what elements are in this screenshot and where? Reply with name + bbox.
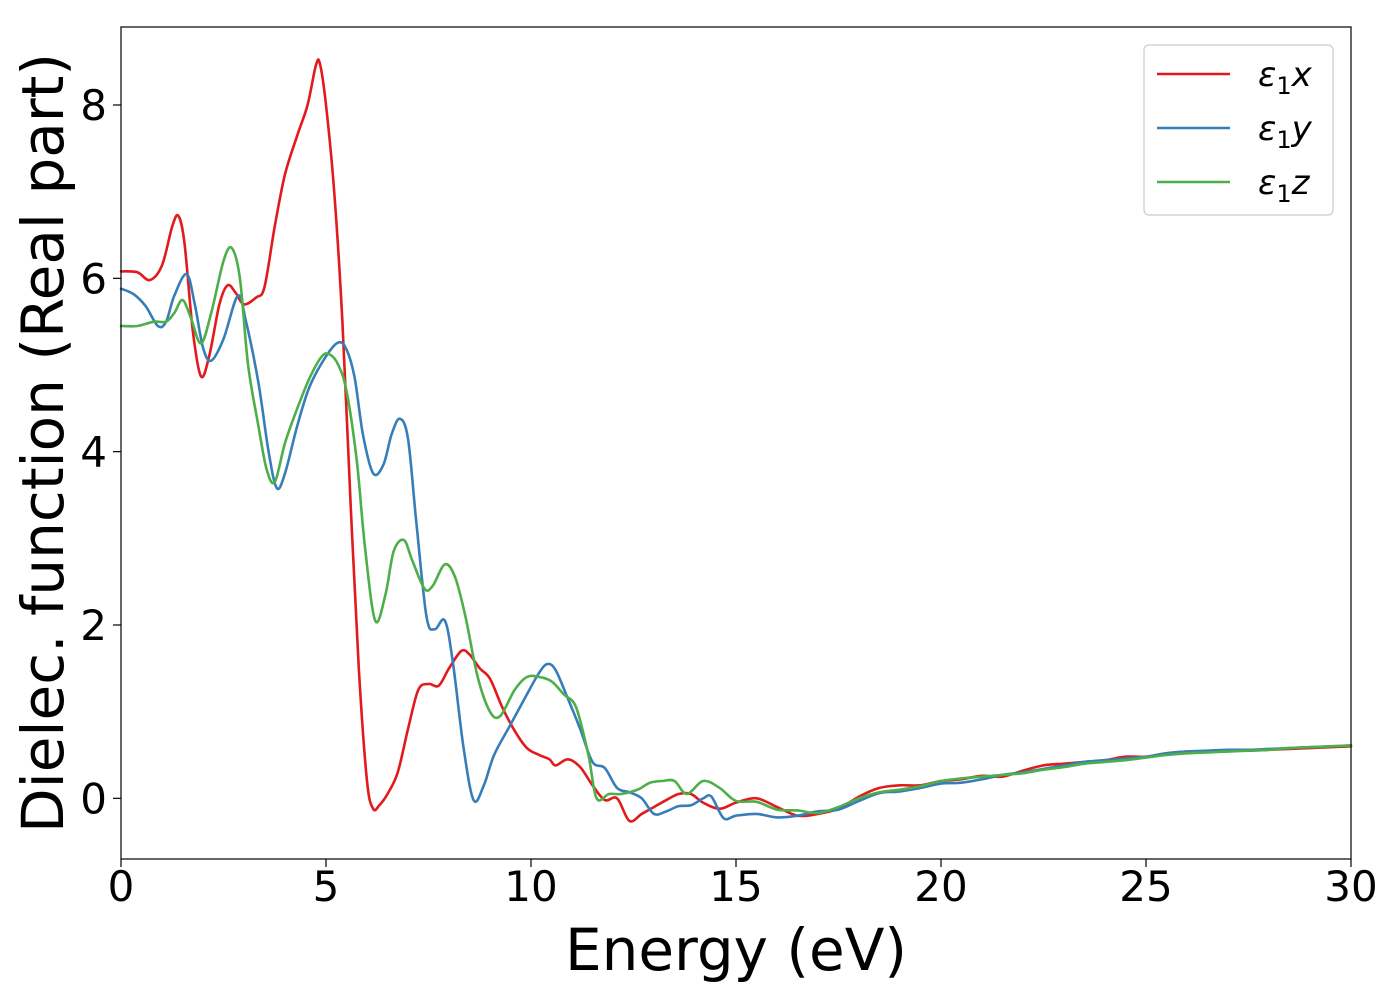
x-tick-label: 15 xyxy=(709,862,762,911)
x-axis-label: Energy (eV) xyxy=(565,916,907,984)
y-tick-label: 6 xyxy=(80,254,107,303)
legend-label-y: ε1y xyxy=(1258,109,1313,154)
y-tick-label: 4 xyxy=(80,428,107,477)
ticks-layer: 0 5 10 15 20 25 30 0 2 4 6 8 xyxy=(80,81,1377,911)
series-line-z xyxy=(119,245,1353,815)
y-tick-label: 8 xyxy=(80,81,107,130)
series-line-y xyxy=(119,272,1353,821)
series-line-x xyxy=(119,58,1353,823)
y-tick-label: 0 xyxy=(80,774,107,823)
series-layer xyxy=(119,58,1353,823)
legend-label-x: ε1x xyxy=(1258,55,1313,100)
x-tick-label: 20 xyxy=(914,862,967,911)
legend-box xyxy=(1143,44,1334,216)
x-tick-label: 25 xyxy=(1119,862,1172,911)
y-axis-label: Dielec. function (Real part) xyxy=(9,53,77,833)
legend-entries: ε1x ε1y ε1z xyxy=(1157,55,1313,208)
x-tick-label: 30 xyxy=(1324,862,1377,911)
y-tick-label: 2 xyxy=(80,601,107,650)
x-tick-label: 10 xyxy=(504,862,557,911)
legend: ε1x ε1y ε1z xyxy=(1143,44,1334,216)
legend-label-z: ε1z xyxy=(1258,163,1311,208)
x-tick-label: 0 xyxy=(108,862,135,911)
x-tick-label: 5 xyxy=(313,862,340,911)
